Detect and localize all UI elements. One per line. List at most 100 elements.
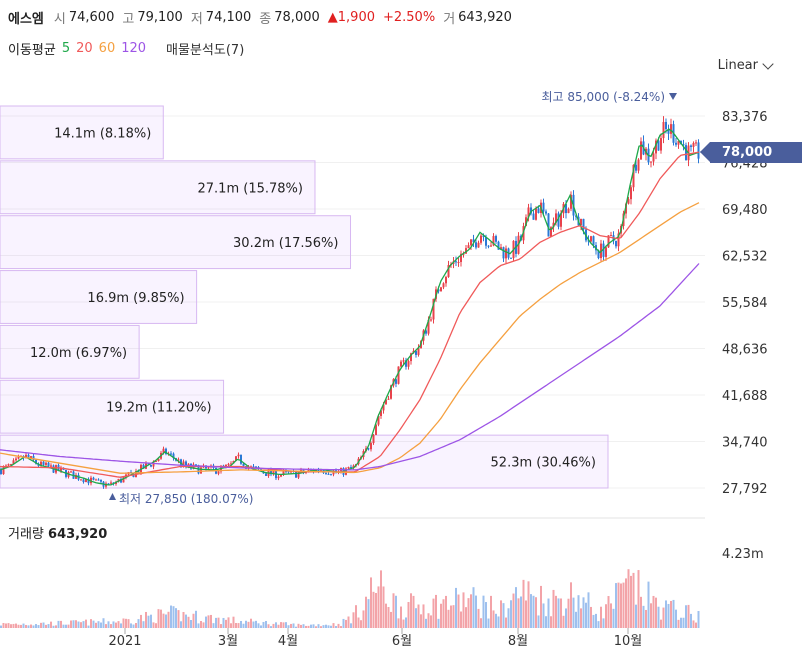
candle-body: [532, 213, 535, 220]
candle-body: [492, 236, 495, 246]
volume-bar: [87, 625, 90, 628]
up-arrow-icon: [109, 493, 116, 500]
volume-bar: [355, 605, 357, 628]
volume-bar: [127, 619, 130, 628]
candle-body: [387, 398, 390, 400]
volume-bar: [222, 617, 225, 628]
volume-bar: [215, 617, 217, 628]
volume-profile-label[interactable]: 매물분석도(7): [166, 42, 245, 58]
volume-bar: [500, 600, 502, 628]
ma60-label[interactable]: 60: [98, 40, 116, 56]
volume-bar: [210, 614, 212, 628]
candle-body: [407, 361, 410, 367]
candle-body: [570, 194, 572, 209]
volume-bar: [20, 624, 22, 628]
candle-body: [590, 236, 592, 242]
volume-bar: [300, 624, 302, 628]
volume-bar: [467, 598, 470, 628]
volume-bar: [600, 606, 602, 628]
candle-body: [47, 462, 50, 467]
volume-profile-label: 30.2m (17.56%): [233, 236, 338, 251]
volume-bar: [217, 617, 220, 628]
volume-bar: [102, 618, 105, 628]
volume-bar: [265, 620, 267, 628]
volume-bar: [587, 592, 590, 628]
volume-bar: [602, 618, 605, 628]
candle-body: [447, 265, 450, 277]
volume-bar: [560, 598, 562, 628]
volume-bar: [360, 620, 362, 628]
volume-bar: [420, 614, 422, 628]
candle-body: [55, 465, 57, 473]
volume-bar: [687, 604, 690, 628]
volume-bar: [255, 620, 257, 628]
volume-bar: [55, 625, 57, 628]
x-tick-label: 3월: [218, 634, 238, 649]
volume-bar: [80, 622, 82, 628]
candle-body: [565, 203, 567, 214]
volume-bar: [370, 577, 372, 628]
scale-selector-value[interactable]: Linear: [717, 58, 758, 73]
candle-body: [402, 360, 405, 362]
volume-bar: [472, 587, 475, 628]
volume-bar: [240, 620, 242, 628]
volume-bar: [202, 622, 205, 628]
volume-bar: [237, 623, 240, 628]
volume-bar: [672, 599, 675, 628]
candle-body: [150, 464, 152, 467]
ma5-label[interactable]: 5: [61, 40, 71, 56]
volume-bar: [67, 624, 70, 628]
indicator-legend: 이동평균 5 20 60 120 매물분석도(7): [8, 38, 250, 58]
candle-body: [685, 145, 687, 161]
close-value: 78,000: [274, 9, 320, 25]
volume-bar: [122, 618, 125, 628]
volume-bar: [227, 617, 230, 628]
volume-bar: [137, 619, 140, 628]
volume-bar: [220, 624, 222, 628]
scale-selector[interactable]: Linear: [717, 57, 774, 73]
volume-bar: [97, 621, 100, 628]
ma120-label[interactable]: 120: [121, 40, 147, 56]
volume-bar: [182, 611, 185, 628]
volume-bar: [150, 614, 152, 628]
candle-body: [385, 399, 387, 405]
candle-body: [330, 474, 332, 476]
volume-bar: [565, 608, 567, 628]
volume-bar: [310, 624, 312, 628]
volume-bar: [590, 606, 592, 628]
candle-body: [7, 464, 10, 466]
volume-profile-label: 27.1m (15.78%): [198, 181, 303, 196]
volume-bar: [670, 600, 672, 628]
volume-bar: [92, 620, 95, 628]
candle-body: [477, 242, 480, 248]
candle-body: [277, 476, 280, 479]
candle-body: [490, 245, 492, 247]
quote-header: 에스엠 시 74,600 고 79,100 저 74,100 종 78,000 ▲1,9…: [8, 6, 520, 28]
volume-bar: [330, 625, 332, 628]
candle-body: [440, 287, 442, 292]
moving-average-label[interactable]: 이동평균: [8, 42, 56, 58]
candle-body: [200, 467, 202, 474]
candle-body: [347, 467, 350, 469]
volume-bar: [117, 621, 120, 628]
volume-bar: [515, 587, 517, 628]
candle-body: [32, 456, 35, 460]
volume-profile-bar: [0, 160, 316, 215]
volume-bar: [525, 600, 527, 628]
volume-bar: [242, 623, 245, 628]
volume-bar: [177, 610, 180, 628]
volume-bar: [685, 605, 687, 628]
candle-body: [537, 208, 540, 213]
candle-body: [142, 464, 145, 469]
ma20-label[interactable]: 20: [76, 40, 93, 56]
candle-body: [375, 424, 377, 435]
candle-body: [285, 471, 287, 473]
candle-body: [12, 460, 15, 465]
volume-bar: [325, 624, 327, 628]
volume-bar: [662, 607, 665, 628]
y-tick-label: 48,636: [722, 343, 768, 358]
volume-bar: [655, 597, 657, 628]
candle-body: [252, 466, 255, 468]
volume-bar: [297, 623, 300, 628]
